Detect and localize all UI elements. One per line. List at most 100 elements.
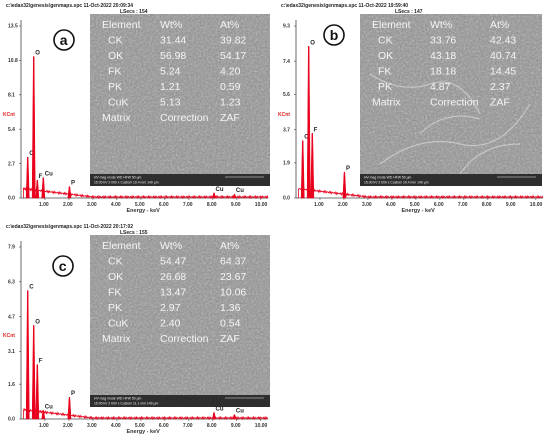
table-cell: 1.23: [220, 97, 241, 109]
table-header-cell: Element: [102, 240, 141, 252]
x-tick-label: 8.00: [482, 202, 492, 208]
y-tick-label: 0.0: [283, 196, 290, 202]
x-tick-label: 6.00: [159, 423, 169, 429]
table-cell: PK: [108, 81, 122, 93]
table-cell: ZAF: [220, 112, 240, 124]
table-cell: 1.36: [220, 302, 241, 314]
spectrum-peak: [310, 133, 315, 199]
table-cell: CK: [378, 35, 393, 47]
table-cell: CK: [108, 35, 123, 47]
x-tick-label: 7.00: [183, 423, 193, 429]
spectrum-peak: [41, 410, 46, 420]
table-cell: 43.18: [430, 50, 456, 62]
table-cell: FK: [108, 287, 121, 299]
x-tick-label: 10.00: [255, 202, 268, 208]
y-tick-label: 10.8: [8, 58, 18, 64]
table-cell: FK: [378, 66, 391, 78]
spectrum-baseline: [297, 186, 544, 200]
y-tick-label: 1.9: [283, 161, 290, 167]
peak-label: F: [39, 174, 43, 180]
peak-label: F: [314, 127, 318, 133]
x-tick-label: 9.00: [231, 202, 241, 208]
x-tick-label: 2.00: [63, 202, 73, 208]
table-cell: 18.18: [430, 66, 456, 78]
table-cell: PK: [108, 302, 122, 314]
x-tick-label: 6.00: [434, 202, 444, 208]
peak-label: Cu: [45, 404, 53, 410]
x-tick-label: 10.00: [255, 423, 268, 429]
table-cell: 2.97: [160, 302, 181, 314]
y-tick-label: 5.4: [8, 127, 15, 133]
y-tick-label: 6.3: [8, 280, 15, 286]
table-cell: 39.82: [220, 35, 246, 47]
table-cell: 54.47: [160, 256, 186, 268]
micrograph-info-bar: [360, 174, 542, 186]
table-cell: Matrix: [102, 333, 131, 345]
spectrum-peak: [300, 140, 305, 199]
table-cell: OK: [108, 271, 123, 283]
micrograph-fiber: [459, 143, 521, 175]
micrograph-bar-labels: HV mag mode WD HFW 50 µm: [364, 176, 412, 180]
spectrum-peak: [25, 156, 30, 199]
table-cell: OK: [108, 50, 123, 62]
y-axis-label: KCnt: [3, 112, 15, 118]
peak-label: C: [304, 135, 309, 141]
spectrum-baseline: [22, 186, 269, 200]
peak-label: O: [35, 51, 40, 57]
peak-label: C: [29, 151, 34, 157]
spectrum-subtitle: LSecs : 147: [395, 9, 423, 15]
table-header-cell: At%: [220, 240, 239, 252]
table-cell: 40.74: [490, 50, 516, 62]
x-tick-label: 5.00: [135, 202, 145, 208]
micrograph-bar-labels: HV mag mode WD HFW 50 µm: [94, 176, 142, 180]
y-tick-label: 5.6: [283, 92, 290, 98]
x-tick-label: 2.00: [338, 202, 348, 208]
spectrum-peak: [31, 56, 36, 199]
micrograph-texture: [90, 14, 270, 186]
table-header-cell: At%: [490, 19, 509, 31]
x-tick-label: 8.00: [207, 202, 217, 208]
spectrum-subtitle: LSecs : 154: [120, 9, 148, 15]
spectrum-title: c:\edax32\genesis\genmaps.spc 11-Oct-202…: [6, 224, 133, 230]
spectrum-peak: [25, 290, 30, 420]
table-cell: 0.54: [220, 318, 241, 330]
x-tick-label: 5.00: [135, 423, 145, 429]
x-tick-label: 7.00: [458, 202, 468, 208]
spectrum-title: c:\edax32\genesis\genmaps.spc 11-Oct-202…: [281, 3, 408, 9]
table-cell: 5.13: [160, 97, 181, 109]
table-cell: CuK: [108, 97, 128, 109]
spectrum-peak: [35, 364, 40, 420]
table-cell: Correction: [430, 97, 479, 109]
table-cell: 5.24: [160, 66, 181, 78]
x-tick-label: 3.00: [87, 423, 97, 429]
x-tick-label: 3.00: [362, 202, 372, 208]
table-header-cell: Wt%: [160, 19, 182, 31]
table-cell: 0.59: [220, 81, 241, 93]
peak-label: F: [39, 359, 43, 365]
micrograph-fiber: [379, 103, 531, 165]
x-tick-label: 8.00: [207, 423, 217, 429]
micrograph-bar-values: 15.00 kV 2 000 x Custom 10.4 mm 149 µm: [364, 181, 429, 185]
panel-badge: [53, 29, 75, 51]
spectrum-peak: [67, 396, 72, 420]
table-cell: OK: [378, 50, 393, 62]
eds-panel-a: c:\edax32\genesis\genmaps.spc 11-Oct-202…: [0, 0, 275, 221]
table-cell: 56.98: [160, 50, 186, 62]
x-axis-label: Energy - keV: [402, 208, 436, 214]
table-cell: Correction: [160, 333, 209, 345]
table-cell: 23.67: [220, 271, 246, 283]
table-cell: 4.20: [220, 66, 241, 78]
table-cell: 14.45: [490, 66, 516, 78]
y-tick-label: 0.0: [8, 196, 15, 202]
peak-label: O: [310, 40, 315, 46]
x-tick-label: 4.00: [111, 202, 121, 208]
y-axis-label: KCnt: [278, 112, 290, 118]
table-cell: 33.76: [430, 35, 456, 47]
peak-label: P: [71, 391, 75, 397]
table-header-cell: Element: [372, 19, 411, 31]
y-tick-label: 0.0: [8, 417, 15, 423]
x-tick-label: 4.00: [386, 202, 396, 208]
